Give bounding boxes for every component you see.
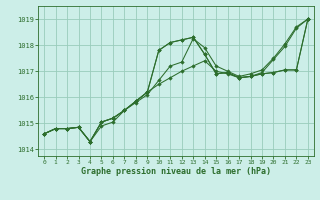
X-axis label: Graphe pression niveau de la mer (hPa): Graphe pression niveau de la mer (hPa) bbox=[81, 167, 271, 176]
